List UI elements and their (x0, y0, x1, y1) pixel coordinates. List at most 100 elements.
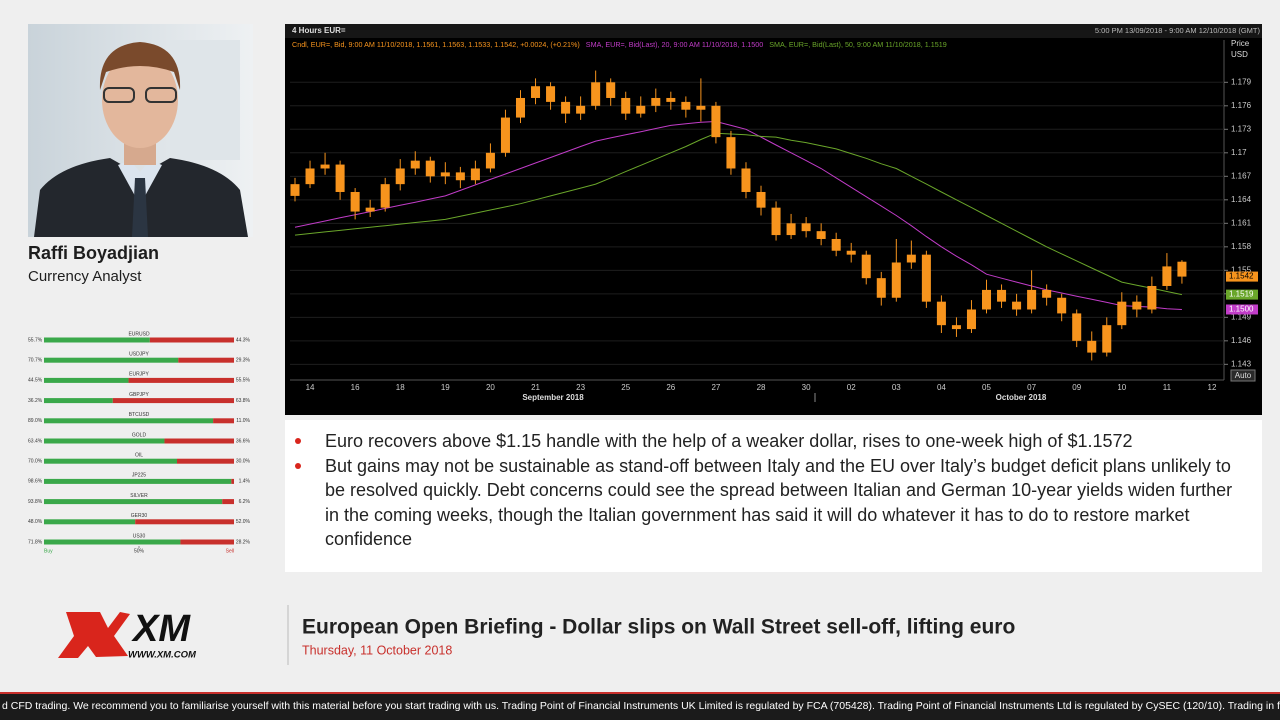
sma-line (294, 120, 1182, 310)
x-tick-label: 30 (802, 383, 811, 392)
briefing-date: Thursday, 11 October 2018 (302, 643, 452, 657)
category-label: OIL (135, 453, 143, 459)
sell-label: 30.0% (236, 459, 251, 465)
x-tick-label: 09 (1072, 383, 1081, 392)
buy-label: 36.2% (28, 398, 43, 404)
sentiment-bar (164, 438, 234, 444)
candle-body (576, 105, 586, 114)
candle-body (335, 164, 345, 192)
candle-body (636, 105, 646, 114)
candle-body (846, 250, 856, 255)
legend-entry: SMA, EUR=, Bid(Last), 50, 9:00 AM 11/10/… (769, 40, 946, 49)
y-tick-label: 1.167 (1231, 171, 1252, 180)
x-tick-label: 02 (847, 383, 856, 392)
candle-body (966, 309, 976, 330)
y-tick-label: 1.146 (1231, 336, 1252, 345)
x-tick-label: 16 (351, 383, 360, 392)
candle-body (666, 97, 676, 102)
x-tick-label: 18 (396, 383, 405, 392)
sentiment-bar (44, 337, 150, 343)
candle-body (936, 301, 946, 326)
chart-range: 5:00 PM 13/09/2018 - 9:00 AM 12/10/2018 … (1095, 26, 1261, 35)
category-label: GBPJPY (129, 392, 149, 398)
candle-body (380, 184, 390, 208)
y-tick-label: 1.176 (1231, 101, 1252, 110)
category-label: GOLD (132, 432, 147, 438)
candle-body (440, 172, 450, 177)
legend-entry: SMA, EUR=, Bid(Last), 20, 9:00 AM 11/10/… (586, 40, 763, 49)
category-label: SILVER (130, 493, 148, 499)
x-tick-label: 14 (306, 383, 315, 392)
sentiment-bar (44, 478, 232, 484)
sentiment-bar (44, 499, 223, 505)
sentiment-bar (178, 357, 234, 363)
y-tick-label: 1.164 (1231, 195, 1252, 204)
candle-body (801, 223, 811, 232)
candle-body (756, 191, 766, 208)
x-tick-label: 11 (1163, 383, 1172, 392)
presenter-name: Raffi Boyadjian (28, 243, 159, 263)
candle-body (290, 184, 300, 196)
category-label: GER30 (131, 513, 148, 519)
y-tick-label: 1.158 (1231, 242, 1252, 251)
candle-body (500, 117, 510, 153)
price-tag: 1.1500 (1229, 305, 1254, 314)
y-axis-label: Price (1231, 39, 1250, 48)
sentiment-bar (44, 418, 214, 424)
y-tick-label: 1.155 (1231, 265, 1252, 274)
buy-label: 55.7% (28, 337, 43, 343)
x-tick-label: 07 (1027, 383, 1036, 392)
candle-body (876, 278, 886, 298)
presenter-role: Currency Analyst (28, 268, 142, 285)
chart-title: 4 Hours EUR= (292, 26, 346, 35)
sell-label: 6.2% (239, 499, 251, 505)
auto-button-label[interactable]: Auto (1235, 371, 1252, 380)
sell-label: 63.8% (236, 398, 251, 404)
candle-body (981, 289, 992, 310)
sell-label: 55.5% (236, 378, 251, 384)
bullet-list: Euro recovers above $1.15 handle with th… (285, 420, 1262, 572)
bullet: But gains may not be sustainable as stan… (295, 454, 1242, 552)
candle-body (485, 152, 495, 169)
sentiment-bar (44, 357, 179, 363)
candle-body (455, 172, 465, 181)
x-tick-label: 10 (1117, 383, 1126, 392)
y-tick-label: 1.161 (1231, 218, 1252, 227)
buy-label: 48.0% (28, 519, 43, 525)
sentiment-bar (44, 438, 165, 444)
candle-body (546, 86, 556, 102)
candle-body (1117, 301, 1127, 326)
candle-body (1087, 340, 1097, 353)
sentiment-bar (44, 519, 136, 525)
x-tick-label: 03 (892, 383, 901, 392)
candle-body (771, 207, 781, 236)
category-label: JP225 (132, 473, 146, 479)
y-tick-label: 1.179 (1231, 77, 1252, 86)
brand: XM (131, 608, 191, 650)
y-tick-label: 1.173 (1231, 124, 1252, 133)
candle-body (531, 86, 541, 98)
brand-url: WWW.XM.COM (128, 650, 197, 661)
sentiment-bar (44, 398, 113, 404)
bullet: Euro recovers above $1.15 handle with th… (295, 429, 1242, 454)
month-label: October 2018 (996, 393, 1047, 402)
x-tick-label: 50% (134, 548, 145, 554)
buy-label: 93.8% (28, 499, 43, 505)
xm-logo (58, 612, 130, 658)
candle-body (831, 238, 841, 251)
auto-button[interactable] (1230, 369, 1256, 382)
y-tick-label: 1.149 (1231, 312, 1252, 321)
price-tag-bg (1226, 271, 1258, 282)
y-tick-label: 1.143 (1231, 359, 1252, 368)
candle-body (921, 254, 931, 302)
candle-body (1177, 261, 1187, 277)
briefing-title: European Open Briefing - Dollar slips on… (302, 616, 1015, 639)
candle-body (561, 101, 571, 114)
sentiment-bar (135, 519, 234, 525)
price-tag: 1.1542 (1229, 272, 1254, 281)
candle-body (997, 289, 1007, 302)
sell-label: 28.2% (236, 539, 251, 545)
price-tag-bg (1226, 304, 1258, 315)
sma-line (294, 132, 1183, 296)
